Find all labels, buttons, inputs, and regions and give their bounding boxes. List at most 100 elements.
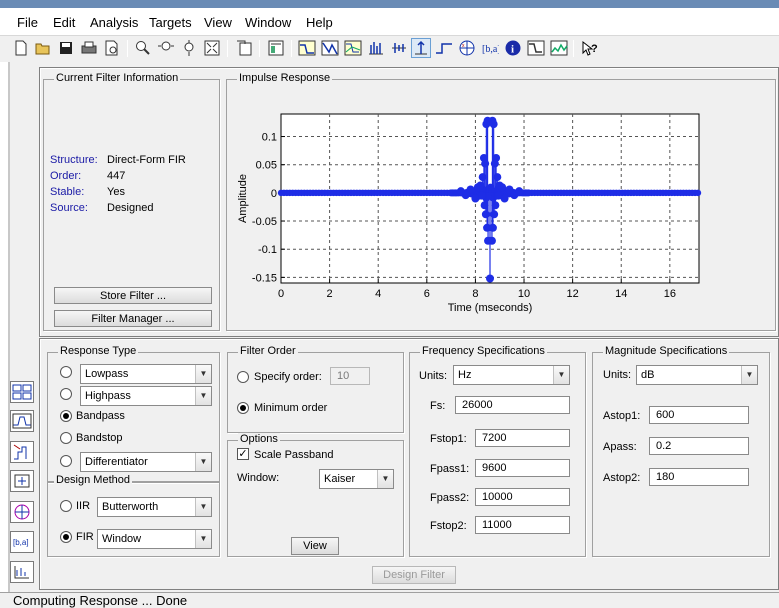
chevron-down-icon: ▼ xyxy=(553,366,569,384)
window-select[interactable]: Kaiser ▼ xyxy=(319,469,394,489)
menu-help[interactable]: Help xyxy=(306,15,333,30)
bandpass-radio[interactable] xyxy=(60,410,72,422)
stem-marker xyxy=(478,173,487,182)
response-type-title: Response Type xyxy=(58,345,139,357)
step-response-icon[interactable] xyxy=(434,38,454,58)
menu-targets[interactable]: Targets xyxy=(149,15,192,30)
filter-order-title: Filter Order xyxy=(238,345,298,357)
fstop1-input[interactable]: 7200 xyxy=(475,429,570,447)
freq-units-select[interactable]: Hz ▼ xyxy=(453,365,570,385)
differentiator-radio[interactable] xyxy=(60,455,72,467)
fpass2-input[interactable]: 10000 xyxy=(475,488,570,506)
specify-order-input[interactable]: 10 xyxy=(330,367,370,385)
filter-order-group: Filter Order xyxy=(227,345,404,433)
stem-marker xyxy=(515,187,524,196)
impulse-response-icon[interactable] xyxy=(411,38,431,58)
differentiator-select[interactable]: Differentiator ▼ xyxy=(80,452,212,472)
mag-units-select[interactable]: dB ▼ xyxy=(636,365,758,385)
freq-units-value: Hz xyxy=(458,369,472,381)
stem-marker xyxy=(500,194,509,203)
import-filter-icon[interactable]: [b,a] xyxy=(10,531,34,553)
print-icon[interactable] xyxy=(79,38,99,58)
full-view-icon[interactable] xyxy=(202,38,222,58)
fs-input[interactable]: 26000 xyxy=(455,396,570,414)
scale-passband-checkbox[interactable]: ✓ xyxy=(237,448,249,460)
y-tick-label: 0 xyxy=(271,188,277,200)
status-bar: Computing Response ... Done xyxy=(0,592,779,608)
fir-radio[interactable] xyxy=(60,531,72,543)
print-preview-icon[interactable] xyxy=(102,38,122,58)
x-tick-label: 16 xyxy=(664,288,676,300)
new-window-icon[interactable] xyxy=(234,38,254,58)
filter-coefficients-icon[interactable]: [b,a] xyxy=(480,38,500,58)
fir-method-select[interactable]: Window ▼ xyxy=(97,529,212,549)
iir-method-select[interactable]: Butterworth ▼ xyxy=(97,497,212,517)
svg-text:i: i xyxy=(511,44,514,56)
round-off-noise-icon[interactable] xyxy=(549,38,569,58)
astop1-input[interactable]: 600 xyxy=(649,406,749,424)
chevron-down-icon: ▼ xyxy=(195,530,211,548)
mag-units-value: dB xyxy=(641,369,655,381)
bandstop-radio[interactable] xyxy=(60,432,72,444)
phase-response-icon[interactable] xyxy=(320,38,340,58)
order-key: Order: xyxy=(50,170,82,182)
pole-zero-editor-icon[interactable] xyxy=(10,501,34,523)
highpass-select[interactable]: Highpass ▼ xyxy=(80,386,212,406)
impulse-response-group: Impulse Response xyxy=(226,72,776,331)
pole-zero-icon[interactable]: x xyxy=(457,38,477,58)
stem-marker xyxy=(473,183,482,192)
lowpass-radio[interactable] xyxy=(60,366,72,378)
astop2-input[interactable]: 180 xyxy=(649,468,749,486)
zoom-in-icon[interactable] xyxy=(133,38,153,58)
menu-edit[interactable]: Edit xyxy=(53,15,76,30)
specify-order-radio[interactable] xyxy=(237,371,249,383)
menu-view[interactable]: View xyxy=(204,15,232,30)
magnitude-phase-icon[interactable] xyxy=(343,38,363,58)
fstop2-input[interactable]: 11000 xyxy=(475,516,570,534)
menu-analysis[interactable]: Analysis xyxy=(90,15,139,30)
fpass2-label: Fpass2: xyxy=(430,492,470,504)
source-value: Designed xyxy=(107,202,154,214)
group-delay-icon[interactable] xyxy=(366,38,386,58)
open-icon[interactable] xyxy=(33,38,53,58)
iir-radio[interactable] xyxy=(60,500,72,512)
scale-passband-label: Scale Passband xyxy=(254,449,334,461)
view-button[interactable]: View xyxy=(291,537,339,555)
phase-delay-icon[interactable] xyxy=(389,38,409,58)
store-filter-button[interactable]: Store Filter ... xyxy=(54,287,212,304)
filter-specs-icon[interactable] xyxy=(266,38,286,58)
menu-window[interactable]: Window xyxy=(245,15,292,30)
x-tick-label: 6 xyxy=(424,288,430,300)
svg-text:?: ? xyxy=(591,43,598,55)
astop1-label: Astop1: xyxy=(603,410,641,422)
stem-marker xyxy=(456,187,465,196)
realize-model-icon[interactable] xyxy=(10,470,34,492)
window-select-value: Kaiser xyxy=(324,473,356,485)
lowpass-select-value: Lowpass xyxy=(85,368,129,380)
save-icon[interactable] xyxy=(56,38,76,58)
menu-file[interactable]: File xyxy=(17,15,38,30)
whats-this-icon[interactable]: ? xyxy=(580,38,600,58)
y-tick-label: 0.05 xyxy=(256,160,277,172)
fpass1-input[interactable]: 9600 xyxy=(475,459,570,477)
magnitude-response-icon[interactable] xyxy=(297,38,317,58)
magnitude-estimate-icon[interactable] xyxy=(526,38,546,58)
fs-label: Fs: xyxy=(430,400,446,412)
new-session-icon[interactable] xyxy=(11,38,31,58)
minimum-order-radio[interactable] xyxy=(237,402,249,414)
apass-input[interactable]: 0.2 xyxy=(649,437,749,455)
multirate-icon[interactable] xyxy=(10,561,34,583)
transform-filter-icon[interactable] xyxy=(10,410,34,432)
design-filter-button[interactable]: Design Filter xyxy=(372,566,456,584)
design-mode-icon[interactable] xyxy=(10,381,34,403)
quantize-filter-icon[interactable] xyxy=(10,441,34,463)
lowpass-select[interactable]: Lowpass ▼ xyxy=(80,364,212,384)
zoom-y-icon[interactable] xyxy=(179,38,199,58)
stable-key: Stable: xyxy=(50,186,85,198)
chevron-down-icon: ▼ xyxy=(195,498,211,516)
filter-manager-button[interactable]: Filter Manager ... xyxy=(54,310,212,327)
highpass-radio[interactable] xyxy=(60,388,72,400)
zoom-x-icon[interactable] xyxy=(156,38,176,58)
options-group: Options xyxy=(227,433,404,557)
filter-info-icon[interactable]: i xyxy=(503,38,523,58)
